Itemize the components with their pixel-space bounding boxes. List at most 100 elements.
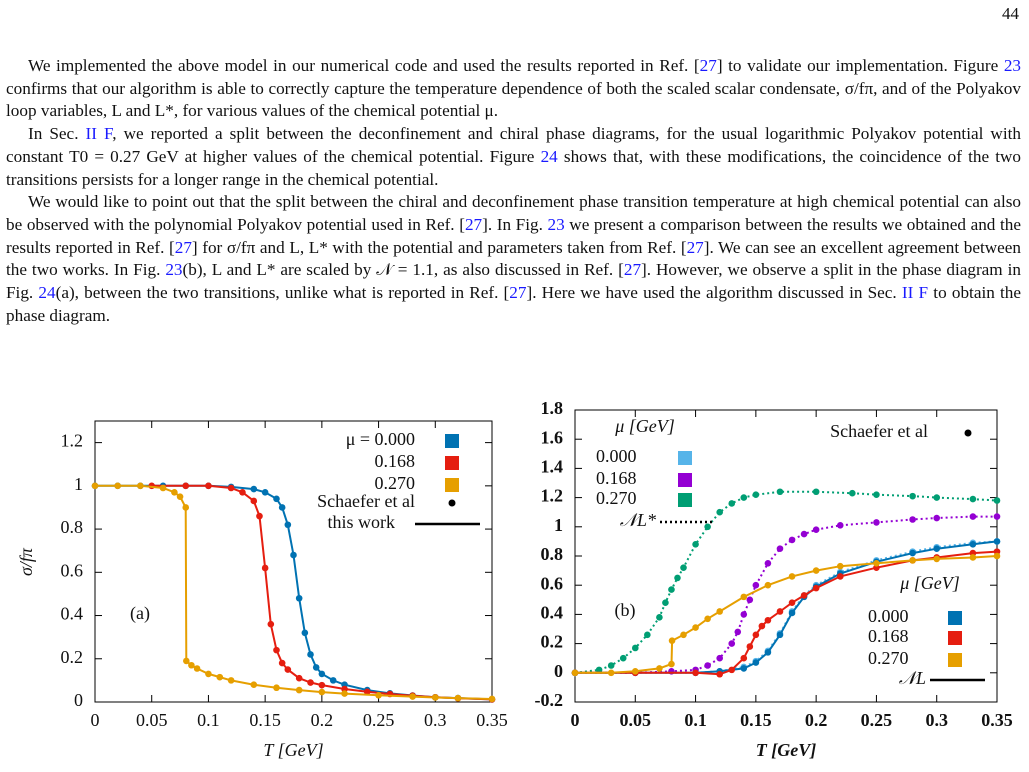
- legend-swatch: [445, 456, 459, 470]
- legend-label: this work: [328, 512, 396, 532]
- data-point: [171, 489, 178, 496]
- data-point: [341, 685, 348, 693]
- reference-link[interactable]: 27: [699, 56, 717, 75]
- data-point: [256, 512, 263, 520]
- text-run: shows that, with these modifications, th…: [6, 146, 1021, 189]
- panel-label: (b): [615, 600, 636, 621]
- data-point: [668, 637, 676, 644]
- data-point: [278, 504, 286, 511]
- reference-link[interactable]: II F: [901, 283, 929, 303]
- data-point: [656, 665, 663, 672]
- data-point: [716, 608, 723, 615]
- series-line: [575, 550, 998, 676]
- text-run: we present a comparison between the resu…: [6, 214, 1021, 257]
- data-point: [307, 679, 314, 686]
- reference-link[interactable]: 27: [686, 237, 704, 257]
- legend-marker: [964, 429, 972, 437]
- data-point: [716, 508, 723, 516]
- legend-label: 0.168: [868, 626, 909, 646]
- data-point: [740, 611, 748, 618]
- data-point: [595, 666, 603, 674]
- data-point: [290, 551, 297, 559]
- data-point: [312, 664, 320, 671]
- text-run: ]. In Fig.: [482, 214, 548, 234]
- reference-link[interactable]: 23: [547, 214, 565, 234]
- legend-swatch: [678, 493, 692, 507]
- y-tick-label: 0.6: [541, 573, 564, 593]
- reference-link[interactable]: 27: [623, 260, 642, 280]
- data-point: [800, 530, 808, 538]
- x-tick-label: 0.1: [197, 710, 220, 730]
- text-run: ]. We can see an excellent agreement bet…: [6, 237, 1021, 280]
- data-point: [318, 670, 326, 678]
- data-point: [752, 631, 760, 639]
- reference-link[interactable]: II F: [85, 124, 113, 144]
- y-tick-label: 1.6: [541, 427, 564, 447]
- data-point: [607, 662, 615, 669]
- y-tick-label: 0: [554, 661, 563, 681]
- paragraph: In Sec. II F, we reported a split betwee…: [6, 123, 1021, 191]
- data-point: [746, 596, 754, 604]
- data-point: [571, 669, 579, 677]
- data-point: [363, 688, 371, 696]
- x-tick-label: 0.3: [925, 710, 948, 730]
- data-point: [812, 584, 820, 592]
- data-point: [692, 669, 699, 677]
- data-point: [668, 586, 675, 593]
- y-tick-label: 0.4: [541, 603, 564, 623]
- data-point: [91, 482, 99, 490]
- y-axis-label: σ/fπ: [16, 547, 36, 576]
- panel-label: (a): [130, 603, 150, 624]
- series-line: [95, 484, 493, 700]
- data-point: [764, 581, 772, 589]
- data-point: [307, 651, 314, 658]
- data-point: [182, 482, 190, 490]
- data-point: [993, 538, 1001, 545]
- data-point: [273, 646, 280, 654]
- x-tick-label: 0.05: [620, 710, 652, 730]
- reference-link[interactable]: 24: [540, 146, 558, 166]
- series-line: [95, 484, 493, 701]
- x-tick-label: 0.2: [311, 710, 334, 730]
- legend-label: Schaefer et al: [317, 491, 415, 511]
- paragraph: We implemented the above model in our nu…: [6, 55, 1021, 123]
- data-point: [375, 691, 382, 699]
- reference-link[interactable]: 27: [464, 214, 483, 234]
- data-point: [250, 497, 258, 505]
- data-point: [261, 489, 269, 496]
- y-tick-label: 1.8: [541, 398, 564, 418]
- reference-link[interactable]: 27: [174, 237, 192, 257]
- legend-label: 0.168: [596, 468, 637, 488]
- data-point: [250, 485, 258, 493]
- reference-link[interactable]: 23: [165, 260, 183, 280]
- data-point: [728, 666, 736, 674]
- data-point: [193, 665, 201, 672]
- data-point: [776, 608, 784, 615]
- legend-label: 0.270: [596, 488, 637, 508]
- data-point: [704, 662, 711, 669]
- data-point: [993, 513, 1001, 520]
- data-point: [409, 693, 416, 700]
- data-point: [295, 686, 303, 694]
- data-point: [993, 552, 1001, 560]
- reference-link[interactable]: 24: [38, 283, 56, 303]
- data-point: [318, 688, 326, 696]
- text-run: (a), between the two transitions, unlike…: [55, 283, 510, 303]
- data-point: [776, 545, 784, 552]
- y-tick-label: 1.2: [61, 431, 84, 451]
- data-point: [295, 674, 303, 682]
- reference-link[interactable]: 27: [509, 283, 527, 303]
- data-point: [933, 514, 941, 522]
- data-point: [812, 567, 820, 574]
- legend-title: μ [GeV]: [899, 573, 960, 593]
- data-point: [680, 631, 687, 639]
- data-point: [488, 695, 496, 703]
- data-point: [295, 594, 303, 602]
- legend-swatch: [678, 473, 692, 487]
- reference-link[interactable]: 23: [1003, 56, 1021, 75]
- data-point: [740, 494, 748, 501]
- data-point: [836, 562, 844, 570]
- legend-swatch: [948, 611, 962, 625]
- data-point: [728, 640, 736, 647]
